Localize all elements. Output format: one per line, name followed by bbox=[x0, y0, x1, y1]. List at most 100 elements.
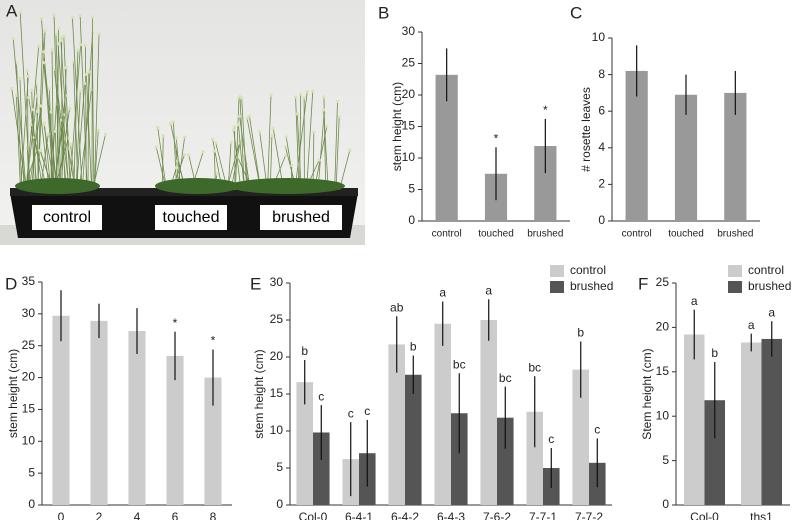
plant-stem bbox=[299, 94, 302, 191]
significance-label: * bbox=[494, 131, 499, 145]
plant-flower bbox=[18, 76, 22, 81]
plant-flower bbox=[59, 38, 63, 43]
plant-stem bbox=[334, 101, 338, 191]
plant-flower bbox=[171, 120, 176, 124]
plant-stem bbox=[61, 67, 67, 191]
plant-stem bbox=[323, 96, 327, 191]
x-tick-label: 7-7-2 bbox=[575, 510, 603, 520]
photo-label-box bbox=[32, 205, 102, 230]
legend-label: control bbox=[570, 263, 606, 277]
bar bbox=[388, 344, 405, 505]
x-tick-label: control bbox=[622, 229, 652, 240]
significance-label: bc bbox=[453, 357, 466, 371]
plant-stem bbox=[296, 113, 302, 191]
plant-flower bbox=[174, 166, 178, 170]
photo-label-box bbox=[260, 205, 342, 230]
plant-flower bbox=[169, 121, 173, 125]
bar bbox=[674, 94, 698, 221]
plant-flower bbox=[201, 150, 205, 154]
y-tick-label: 35 bbox=[22, 274, 36, 288]
bar bbox=[166, 355, 184, 505]
plant-flower bbox=[36, 109, 40, 113]
plant-stem bbox=[239, 96, 245, 191]
plant-flower bbox=[348, 148, 352, 152]
bar bbox=[128, 331, 146, 505]
plant-flower bbox=[283, 145, 288, 149]
x-tick-label: brushed bbox=[527, 229, 563, 240]
plant-flower bbox=[68, 142, 73, 147]
plant-flower bbox=[18, 10, 22, 14]
plant-flower bbox=[76, 48, 80, 52]
plant-stem bbox=[28, 106, 42, 191]
plant-flower bbox=[174, 136, 178, 140]
plant-stem bbox=[12, 38, 27, 191]
plant-stem bbox=[295, 96, 300, 191]
bar bbox=[704, 400, 726, 505]
y-tick-label: 10 bbox=[656, 408, 670, 422]
plant-flower bbox=[79, 43, 83, 47]
plant-flower bbox=[38, 148, 42, 153]
plant-flower bbox=[322, 108, 326, 112]
plant-flower bbox=[37, 44, 41, 48]
y-tick-label: 0 bbox=[408, 213, 415, 227]
legend-label: brushed bbox=[748, 279, 791, 293]
plant-stem bbox=[52, 114, 66, 191]
bar bbox=[405, 374, 422, 505]
y-tick-label: 10 bbox=[270, 423, 284, 437]
plant-flower bbox=[187, 153, 191, 157]
plant-stem bbox=[71, 17, 83, 191]
plant-flower bbox=[154, 145, 158, 149]
bar bbox=[683, 334, 705, 505]
significance-label: c bbox=[348, 406, 354, 420]
bar bbox=[724, 92, 747, 222]
x-tick-label: touched bbox=[478, 229, 514, 240]
bar bbox=[761, 338, 783, 505]
plant-flower bbox=[161, 134, 165, 138]
plant-flower bbox=[54, 32, 58, 36]
plant-flower bbox=[83, 44, 88, 48]
legend-swatch bbox=[550, 265, 564, 277]
significance-label: * bbox=[543, 103, 548, 117]
bar bbox=[313, 432, 330, 505]
plant-flower bbox=[46, 132, 50, 136]
plant-flower bbox=[42, 50, 46, 54]
y-tick-label: 30 bbox=[270, 275, 284, 289]
plant-flower bbox=[245, 116, 249, 120]
plant-flower bbox=[236, 122, 241, 127]
plant-flower bbox=[42, 123, 46, 127]
plant-stem bbox=[11, 88, 27, 191]
significance-label: b bbox=[301, 344, 308, 358]
plant-flower bbox=[156, 125, 160, 130]
plant-stem bbox=[246, 118, 261, 191]
plant-flower bbox=[10, 86, 14, 91]
bar bbox=[90, 320, 108, 505]
bar bbox=[435, 74, 458, 221]
y-tick-label: 8 bbox=[598, 67, 605, 81]
plant-flower bbox=[70, 15, 74, 19]
plant-stem bbox=[294, 91, 308, 191]
plant-stem bbox=[241, 98, 248, 191]
plant-flower bbox=[26, 74, 30, 78]
y-tick-label: 0 bbox=[276, 497, 283, 511]
significance-label: c bbox=[594, 423, 600, 437]
y-tick-label: 15 bbox=[656, 364, 670, 378]
plant-flower bbox=[96, 128, 100, 132]
significance-label: c bbox=[548, 432, 554, 446]
plant-stem bbox=[51, 49, 55, 191]
plant-stem bbox=[234, 97, 240, 191]
panel-letter: C bbox=[570, 3, 582, 22]
plant-flower bbox=[302, 95, 306, 100]
plant-flower bbox=[62, 34, 66, 38]
x-tick-label: 0 bbox=[58, 510, 65, 520]
y-axis-label: stem height (cm) bbox=[6, 349, 20, 438]
photo-label: touched bbox=[163, 209, 220, 226]
plant-stem bbox=[75, 83, 86, 191]
plant-flower bbox=[312, 130, 316, 134]
plant-flower bbox=[71, 60, 76, 64]
plant-stem bbox=[39, 105, 50, 191]
photo-label-box bbox=[155, 205, 227, 230]
plant-flower bbox=[52, 13, 56, 17]
plant-flower bbox=[57, 26, 61, 31]
y-axis-label: stem height (cm) bbox=[252, 349, 266, 438]
plant-flower bbox=[35, 94, 39, 98]
